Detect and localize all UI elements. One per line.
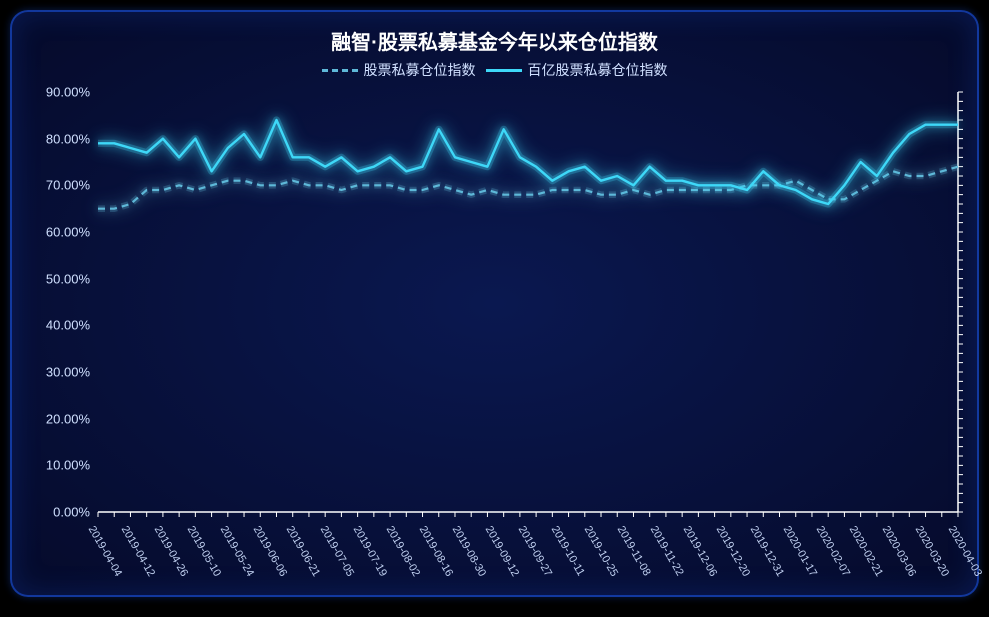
x-tick: 2019-08-30 (449, 524, 488, 579)
legend-item-0: 股票私募仓位指数 (322, 60, 476, 80)
x-tick: 2019-10-25 (582, 524, 621, 579)
x-tick: 2019-05-10 (185, 524, 224, 579)
x-tick: 2019-10-11 (549, 524, 587, 578)
x-tick: 2020-04-03 (946, 524, 985, 579)
y-tick: 50.00% (12, 271, 90, 286)
x-tick: 2019-04-04 (86, 524, 125, 579)
x-tick: 2020-01-17 (780, 524, 819, 579)
x-tick: 2019-11-08 (615, 524, 653, 578)
x-tick: 2019-07-19 (350, 524, 389, 579)
x-tick: 2019-07-05 (317, 524, 356, 579)
x-tick: 2020-02-21 (846, 524, 885, 579)
x-tick: 2019-05-24 (218, 524, 257, 579)
y-tick: 10.00% (12, 458, 90, 473)
x-tick: 2019-09-12 (483, 524, 522, 579)
x-tick: 2020-03-20 (913, 524, 952, 579)
x-tick: 2019-12-20 (714, 524, 753, 579)
x-tick: 2019-06-21 (284, 524, 323, 579)
y-tick: 40.00% (12, 318, 90, 333)
y-tick: 0.00% (12, 505, 90, 520)
x-tick: 2019-09-27 (516, 524, 555, 579)
legend-label-0: 股票私募仓位指数 (364, 60, 476, 80)
y-tick: 80.00% (12, 131, 90, 146)
x-tick: 2019-08-16 (416, 524, 455, 579)
y-tick: 60.00% (12, 225, 90, 240)
x-tick: 2019-12-06 (681, 524, 720, 579)
chart-container: 融智·股票私募基金今年以来仓位指数 股票私募仓位指数 百亿股票私募仓位指数 0.… (10, 10, 979, 597)
x-tick: 2019-08-02 (383, 524, 422, 579)
y-tick: 90.00% (12, 85, 90, 100)
chart-title: 融智·股票私募基金今年以来仓位指数 (12, 26, 977, 55)
plot-area (98, 92, 958, 512)
legend-label-1: 百亿股票私募仓位指数 (528, 60, 668, 80)
legend-swatch-0 (322, 69, 358, 72)
x-tick: 2019-04-26 (152, 524, 191, 579)
legend-swatch-1 (486, 69, 522, 72)
y-tick: 30.00% (12, 365, 90, 380)
x-tick: 2019-06-06 (251, 524, 290, 579)
legend-item-1: 百亿股票私募仓位指数 (486, 60, 668, 80)
x-tick: 2020-02-07 (813, 524, 852, 579)
y-axis: 0.00%10.00%20.00%30.00%40.00%50.00%60.00… (12, 92, 98, 512)
y-tick: 20.00% (12, 411, 90, 426)
x-tick: 2019-12-31 (747, 524, 786, 579)
x-tick: 2019-04-12 (119, 524, 158, 579)
legend: 股票私募仓位指数 百亿股票私募仓位指数 (12, 60, 977, 80)
y-tick: 70.00% (12, 178, 90, 193)
x-axis: 2019-04-042019-04-122019-04-262019-05-10… (98, 514, 958, 604)
x-tick: 2019-11-22 (648, 524, 686, 578)
x-tick: 2020-03-06 (879, 524, 918, 579)
plot-svg (98, 92, 958, 512)
